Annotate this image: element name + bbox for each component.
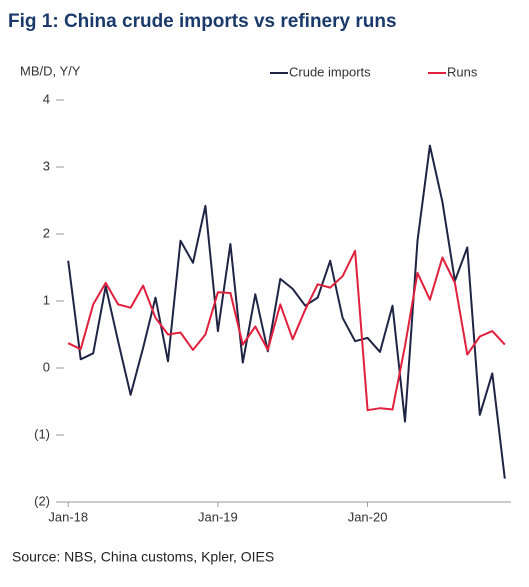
y-tick-label: 2 (43, 225, 50, 240)
line-series (67, 249, 506, 412)
x-tick-label: Jan-18 (48, 509, 88, 524)
line-series (67, 144, 506, 479)
legend-label: Runs (447, 64, 478, 79)
chart-title: Fig 1: China crude imports vs refinery r… (8, 11, 397, 32)
y-tick-label: 0 (43, 359, 50, 374)
source: Source: NBS, China customs, Kpler, OIES (12, 549, 274, 565)
y-tick-label: 3 (43, 158, 50, 173)
y-axis-label: MB/D, Y/Y (20, 63, 81, 78)
y-tick-label: 1 (43, 292, 50, 307)
y-tick-label: (2) (34, 493, 50, 508)
legend-label: Crude imports (289, 64, 371, 79)
y-tick-label: (1) (34, 426, 50, 441)
x-tick-label: Jan-19 (198, 509, 238, 524)
x-tick-label: Jan-20 (348, 509, 388, 524)
y-tick-label: 4 (43, 91, 50, 106)
